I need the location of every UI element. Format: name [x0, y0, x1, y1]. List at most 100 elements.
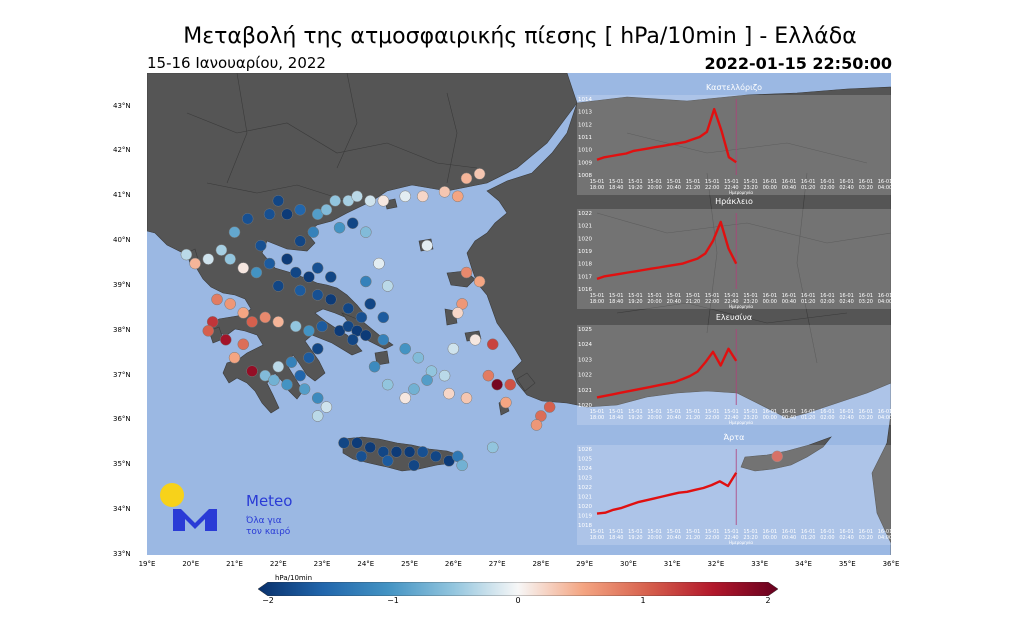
station-marker[interactable]: [290, 320, 302, 333]
station-marker[interactable]: [263, 257, 276, 270]
station-marker[interactable]: [381, 455, 394, 467]
station-marker[interactable]: [430, 450, 442, 463]
station-marker[interactable]: [311, 342, 324, 355]
station-marker[interactable]: [390, 446, 403, 458]
station-marker[interactable]: [220, 334, 232, 346]
station-marker[interactable]: [460, 266, 473, 279]
station-marker[interactable]: [298, 383, 311, 395]
station-marker[interactable]: [447, 342, 460, 355]
station-marker[interactable]: [202, 325, 215, 337]
station-marker[interactable]: [211, 293, 223, 306]
station-marker[interactable]: [360, 275, 372, 288]
map-canvas[interactable]: Καστελλόριζο 1014 1013 1012 1011 1010 1009 1008…: [147, 73, 891, 555]
station-marker[interactable]: [399, 392, 411, 404]
station-marker[interactable]: [303, 325, 315, 337]
station-marker[interactable]: [246, 365, 258, 377]
station-marker[interactable]: [333, 221, 346, 234]
station-marker[interactable]: [237, 262, 250, 274]
station-marker[interactable]: [351, 437, 363, 449]
station-marker[interactable]: [311, 392, 324, 404]
station-marker[interactable]: [228, 226, 241, 238]
station-marker[interactable]: [460, 392, 473, 404]
station-marker[interactable]: [360, 226, 372, 238]
station-marker[interactable]: [263, 208, 276, 220]
station-marker[interactable]: [381, 378, 394, 391]
station-marker[interactable]: [364, 441, 376, 454]
station-marker[interactable]: [311, 262, 324, 274]
station-marker[interactable]: [320, 401, 333, 413]
station-marker[interactable]: [180, 248, 193, 261]
station-marker[interactable]: [399, 342, 411, 355]
station-marker[interactable]: [228, 351, 241, 364]
station-marker[interactable]: [373, 257, 385, 270]
station-marker[interactable]: [281, 253, 293, 265]
station-marker[interactable]: [456, 459, 468, 472]
station-marker[interactable]: [342, 302, 355, 315]
station-marker[interactable]: [325, 293, 337, 306]
station-marker[interactable]: [294, 235, 306, 247]
station-marker[interactable]: [364, 298, 376, 310]
station-marker[interactable]: [250, 266, 263, 279]
station-marker[interactable]: [329, 195, 341, 207]
station-marker[interactable]: [281, 378, 293, 391]
station-marker[interactable]: [460, 172, 473, 185]
station-marker[interactable]: [469, 334, 481, 346]
station-marker[interactable]: [268, 374, 280, 386]
station-marker[interactable]: [377, 195, 390, 207]
station-marker[interactable]: [255, 239, 267, 252]
station-marker[interactable]: [473, 168, 486, 180]
station-marker[interactable]: [189, 257, 201, 270]
station-marker[interactable]: [408, 459, 420, 472]
station-marker[interactable]: [473, 275, 486, 288]
station-marker[interactable]: [416, 190, 429, 203]
station-marker[interactable]: [351, 190, 363, 203]
station-marker[interactable]: [303, 271, 315, 283]
station-marker[interactable]: [482, 369, 495, 382]
station-marker[interactable]: [215, 244, 228, 256]
station-marker[interactable]: [346, 334, 359, 346]
station-marker[interactable]: [771, 450, 783, 463]
station-marker[interactable]: [285, 356, 298, 368]
station-marker[interactable]: [272, 280, 285, 292]
station-marker[interactable]: [355, 450, 368, 463]
station-marker[interactable]: [416, 446, 429, 458]
station-marker[interactable]: [272, 195, 285, 207]
station-marker[interactable]: [224, 298, 236, 310]
station-marker[interactable]: [338, 437, 350, 449]
station-marker[interactable]: [486, 338, 499, 351]
station-marker[interactable]: [412, 351, 425, 364]
station-marker[interactable]: [237, 338, 250, 351]
station-marker[interactable]: [294, 284, 306, 297]
station-marker[interactable]: [364, 195, 376, 207]
station-marker[interactable]: [381, 280, 394, 292]
station-marker[interactable]: [486, 441, 499, 454]
station-marker[interactable]: [272, 360, 285, 373]
station-markers[interactable]: [180, 168, 783, 472]
station-marker[interactable]: [246, 316, 258, 328]
station-marker[interactable]: [316, 320, 328, 333]
station-marker[interactable]: [224, 253, 236, 265]
station-marker[interactable]: [421, 374, 433, 386]
station-marker[interactable]: [311, 410, 324, 422]
station-marker[interactable]: [438, 186, 451, 198]
station-marker[interactable]: [311, 289, 324, 301]
station-marker[interactable]: [294, 369, 306, 382]
station-marker[interactable]: [355, 311, 368, 324]
station-marker[interactable]: [325, 271, 337, 283]
station-marker[interactable]: [290, 266, 302, 279]
station-marker[interactable]: [368, 360, 381, 373]
station-marker[interactable]: [281, 208, 293, 220]
station-marker[interactable]: [500, 396, 512, 409]
pressure-change-map[interactable]: Καστελλόριζο 1014 1013 1012 1011 1010 1009 1008…: [147, 73, 891, 555]
station-marker[interactable]: [320, 204, 333, 216]
station-marker[interactable]: [443, 387, 455, 400]
station-marker[interactable]: [259, 311, 271, 324]
station-marker[interactable]: [237, 307, 250, 319]
station-marker[interactable]: [202, 253, 215, 265]
station-marker[interactable]: [451, 190, 464, 203]
station-marker[interactable]: [303, 351, 315, 364]
station-marker[interactable]: [346, 217, 359, 229]
station-marker[interactable]: [491, 378, 503, 391]
station-marker[interactable]: [403, 446, 416, 458]
station-marker[interactable]: [360, 329, 372, 342]
